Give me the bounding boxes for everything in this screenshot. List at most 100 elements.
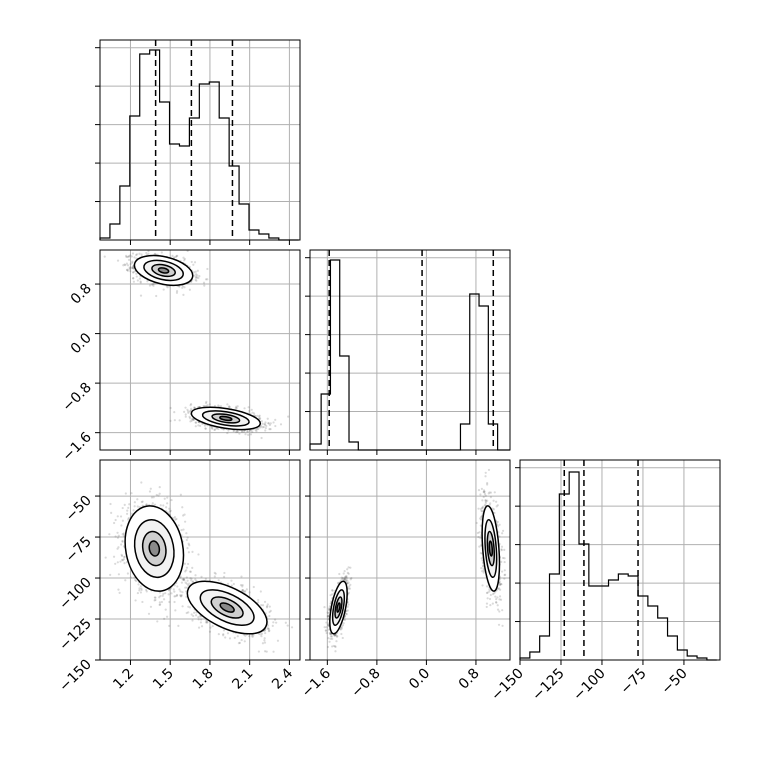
scatter-point	[116, 515, 119, 518]
scatter-point	[125, 268, 129, 272]
scatter-point	[129, 576, 133, 579]
scatter-point	[165, 285, 168, 288]
scatter-point	[241, 589, 244, 592]
scatter-point	[184, 415, 187, 418]
panel-frame	[309, 249, 511, 451]
scatter-point	[202, 404, 205, 408]
scatter-point	[166, 286, 169, 289]
scatter-point	[162, 598, 166, 601]
scatter-point	[145, 503, 148, 506]
scatter-point	[275, 621, 278, 624]
scatter-point	[271, 624, 274, 627]
scatter-point	[131, 252, 135, 255]
scatter-point	[161, 594, 164, 597]
scatter-point	[152, 284, 155, 287]
scatter-point	[173, 590, 176, 593]
scatter-point	[163, 617, 166, 620]
histogram-panel-2: −150 −125 −100 −75 −50	[488, 459, 721, 704]
scatter-point	[286, 624, 289, 627]
scatter-point	[247, 433, 250, 436]
contour-level	[219, 415, 233, 422]
scatter-point	[240, 430, 244, 434]
y-tick-label: −0.8	[59, 380, 94, 415]
scatter-point	[117, 573, 120, 576]
scatter-point	[219, 405, 223, 408]
scatter-point	[145, 588, 148, 592]
contour-level	[148, 540, 161, 557]
scatter-point	[120, 543, 123, 546]
scatter-point	[272, 650, 275, 653]
scatter-point	[132, 509, 135, 512]
scatter-point	[121, 539, 124, 543]
scatter-point	[141, 500, 144, 503]
scatter-point	[184, 520, 187, 523]
scatter-point	[123, 562, 126, 565]
scatter-point	[226, 403, 229, 406]
scatter-point	[198, 275, 201, 278]
scatter-point	[122, 264, 125, 267]
scatter-point	[131, 260, 134, 263]
scatter-point	[182, 578, 185, 581]
scatter-point	[188, 570, 192, 573]
scatter-point	[248, 591, 251, 594]
scatter-point	[213, 428, 217, 431]
scatter-point	[166, 496, 169, 499]
scatter-point	[168, 624, 171, 627]
scatter-point	[189, 420, 192, 423]
scatter-point	[113, 521, 116, 525]
scatter-point	[244, 634, 247, 637]
scatter-point	[196, 269, 199, 272]
scatter-point	[174, 518, 177, 521]
scatter-point	[182, 528, 185, 531]
scatter-point	[269, 609, 272, 613]
scatter-point	[195, 579, 198, 583]
scatter-point	[180, 529, 183, 532]
scatter-point	[131, 261, 134, 264]
scatter-point	[186, 408, 189, 411]
scatter-point	[181, 578, 184, 581]
y-tick-label: 0.0	[68, 330, 95, 357]
scatter-point	[194, 425, 197, 428]
scatter-point	[191, 550, 194, 554]
scatter-point	[204, 278, 208, 281]
scatter-point	[194, 276, 197, 279]
scatter-point	[227, 429, 230, 432]
scatter-point	[147, 252, 150, 255]
scatter-point	[124, 492, 127, 495]
scatter-point	[256, 427, 259, 431]
scatter-point	[233, 636, 236, 639]
scatter-point	[181, 506, 184, 509]
histogram-step	[99, 49, 299, 241]
scatter-point	[125, 255, 128, 259]
scatter-point	[222, 575, 226, 578]
scatter-point	[263, 637, 266, 640]
scatter-point	[129, 267, 132, 270]
scatter-point	[217, 579, 220, 582]
scatter-point	[240, 638, 243, 642]
histogram-step	[309, 259, 510, 451]
scatter-point	[179, 576, 182, 579]
scatter-point	[155, 493, 158, 497]
scatter-point	[194, 275, 198, 278]
panel-frame	[99, 249, 301, 451]
scatter-point	[148, 284, 152, 287]
scatter-point	[126, 269, 129, 272]
scatter-point	[122, 532, 125, 535]
scatter-point	[175, 517, 178, 521]
scatter-point	[258, 414, 261, 417]
panel-content	[103, 250, 290, 440]
scatter-point	[135, 253, 138, 257]
scatter-point	[173, 516, 177, 519]
scatter-point	[236, 405, 239, 408]
scatter-point	[179, 493, 182, 496]
scatter-point	[151, 502, 154, 505]
scatter-point	[238, 641, 242, 644]
scatter-point	[159, 594, 162, 598]
scatter-point	[194, 421, 198, 424]
scatter-point	[129, 254, 132, 257]
scatter-point	[200, 618, 203, 621]
scatter-point	[109, 573, 112, 576]
scatter-point	[164, 592, 167, 595]
scatter-point	[127, 258, 131, 261]
